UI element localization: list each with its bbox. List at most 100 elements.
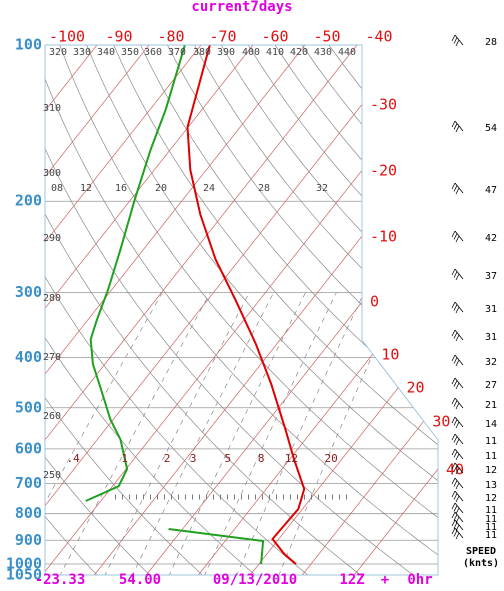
temperature-label: -90 — [105, 28, 132, 46]
mixing-ratio-label: 3 — [190, 452, 197, 465]
scale-label: 32 — [316, 183, 328, 194]
pressure-label: 1050 — [6, 566, 42, 584]
wind-speed: 11 — [485, 451, 497, 462]
theta-label: 290 — [43, 233, 61, 244]
footer-text: 54.00 — [119, 572, 161, 588]
barb-tick — [455, 532, 460, 540]
barb-tick — [451, 462, 456, 470]
barb-tick — [451, 377, 456, 385]
wind-barb — [451, 448, 464, 461]
wind-label: (knts) — [463, 558, 499, 569]
barb-tick — [453, 480, 458, 487]
barb-tick — [453, 530, 458, 537]
barb-tick — [453, 514, 458, 521]
barb-tick — [455, 235, 460, 243]
theta-label: 350 — [121, 47, 139, 58]
wind-speed: 28 — [485, 37, 497, 48]
barb-tick — [453, 465, 458, 472]
barb-tick — [453, 357, 458, 364]
pressure-label: 600 — [15, 439, 42, 457]
barb-tick — [451, 511, 456, 519]
temperature-label: 30 — [432, 413, 450, 431]
pressure-label: 700 — [15, 474, 42, 492]
dry-adiabat — [45, 45, 321, 575]
scale-label: 20 — [155, 183, 167, 194]
dry-adiabat — [181, 45, 438, 575]
wind-barb — [451, 397, 464, 410]
mixing-ratio-label: 20 — [325, 452, 338, 465]
wind-barb — [451, 433, 464, 446]
temperature-label: -40 — [365, 28, 392, 46]
barb-tick — [455, 306, 460, 314]
barb-tick — [453, 400, 458, 407]
grid — [45, 45, 438, 575]
wind-barb — [451, 477, 464, 490]
wind-speed: 11 — [485, 522, 497, 533]
theta-label: 360 — [144, 47, 162, 58]
profiles — [85, 45, 306, 565]
barb-tick — [455, 382, 460, 390]
wind-barb — [451, 527, 464, 540]
dry-adiabat — [45, 45, 215, 575]
barb-tick — [451, 182, 456, 190]
wind-barb — [451, 462, 464, 475]
mixing-ratio-line — [274, 292, 401, 575]
theta-label: 370 — [168, 47, 186, 58]
dry-adiabat — [45, 45, 268, 575]
barb-tick — [453, 304, 458, 311]
wind-barb — [451, 519, 464, 532]
wind-speed: 21 — [485, 400, 497, 411]
theta-label: 320 — [49, 47, 67, 58]
wind-speed: 42 — [485, 233, 497, 244]
barb-tick — [453, 436, 458, 443]
barb-tick — [451, 477, 456, 485]
mixing-ratio-line — [199, 292, 337, 575]
mixing-ratio-label: 5 — [224, 452, 231, 465]
isotherm — [45, 45, 202, 575]
dry-adiabat — [45, 45, 438, 575]
mixing-ratio-label: 12 — [285, 452, 298, 465]
barb-tick — [453, 233, 458, 240]
barb-tick — [453, 380, 458, 387]
wind-barb — [451, 182, 464, 195]
isotherm — [94, 45, 438, 575]
theta-label: 380 — [193, 47, 211, 58]
theta-label: 430 — [314, 47, 332, 58]
pressure-label: 300 — [15, 283, 42, 301]
mixing-ratio-line — [99, 292, 250, 575]
dry-adiabat — [45, 45, 428, 575]
theta-label: 280 — [43, 293, 61, 304]
barb-tick — [455, 39, 460, 47]
mixing-ratio-label: .4 — [67, 452, 81, 465]
pressure-label: 800 — [15, 504, 42, 522]
pressure-label: 900 — [15, 531, 42, 549]
dry-adiabat — [155, 45, 438, 575]
wind-barb — [451, 34, 464, 47]
barb-tick — [455, 453, 460, 461]
barb-tick — [455, 334, 460, 342]
theta-label: 390 — [217, 47, 235, 58]
temperature-label: -80 — [157, 28, 184, 46]
mixing-ratio-label: 1 — [121, 452, 128, 465]
footer-text: 09/13/2010 — [213, 572, 297, 588]
temperature-label: -70 — [209, 28, 236, 46]
theta-label: 420 — [290, 47, 308, 58]
barb-tick — [455, 125, 460, 133]
theta-label: 410 — [266, 47, 284, 58]
wind-speed: 11 — [485, 514, 497, 525]
pressure-label: 400 — [15, 348, 42, 366]
barb-tick — [451, 120, 456, 128]
wind-speed: 27 — [485, 380, 497, 391]
wind-speed: 54 — [485, 123, 497, 134]
wind-speed: 14 — [485, 419, 497, 430]
barb-tick — [451, 268, 456, 276]
barb-tick — [453, 123, 458, 130]
plot-frame — [44, 44, 439, 576]
temperature-label: -10 — [370, 228, 397, 246]
barb-tick — [453, 451, 458, 458]
barb-tick — [451, 301, 456, 309]
theta-label: 300 — [43, 168, 61, 179]
isotherm — [45, 45, 410, 575]
mixing-ratio-line — [164, 292, 306, 575]
theta-label: 340 — [97, 47, 115, 58]
